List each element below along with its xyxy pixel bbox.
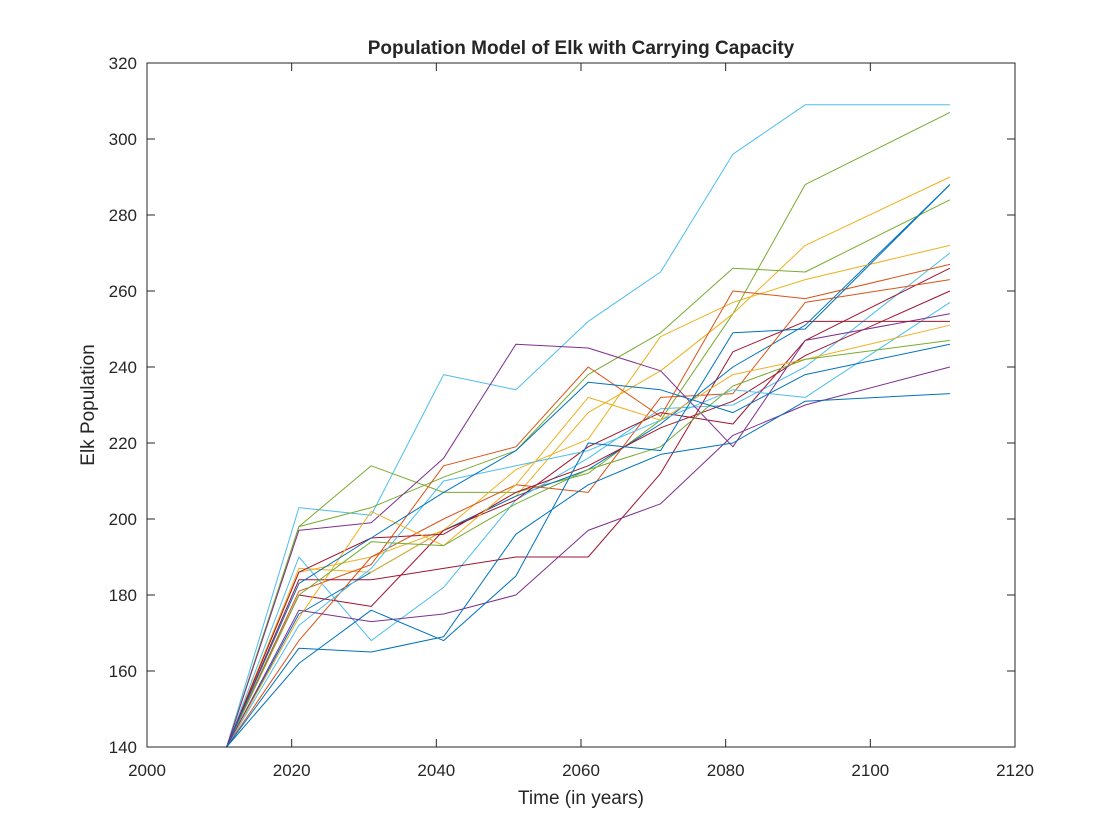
y-axis-label: Elk Population [78, 344, 99, 465]
series-line-6 [226, 244, 951, 748]
x-tick-label: 2020 [273, 761, 311, 780]
series-lines [226, 104, 951, 748]
x-tick-label: 2060 [562, 761, 600, 780]
y-tick-label: 200 [109, 510, 137, 529]
y-tick-label: 320 [109, 54, 137, 73]
x-tick-label: 2040 [417, 761, 455, 780]
x-tick-label: 2120 [996, 761, 1034, 780]
series-line-17 [226, 343, 951, 748]
series-line-3 [226, 176, 951, 748]
series-line-12 [226, 301, 951, 748]
series-line-20 [226, 184, 951, 748]
x-axis-label: Time (in years) [518, 788, 644, 809]
x-tick-label: 2100 [851, 761, 889, 780]
series-line-9 [226, 267, 951, 748]
y-tick-label: 240 [109, 358, 137, 377]
y-tick-label: 300 [109, 130, 137, 149]
x-tick-label: 2000 [128, 761, 166, 780]
tick-labels: 2000 2020 2040 2060 2080 2100 2120 140 160 180 200… [109, 54, 1034, 780]
y-tick-label: 140 [109, 738, 137, 757]
series-line-4 [226, 184, 951, 748]
series-line-2 [226, 111, 951, 748]
series-line-16 [226, 339, 950, 748]
y-tick-label: 280 [109, 206, 137, 225]
series-line-5 [226, 199, 951, 748]
y-tick-label: 160 [109, 662, 137, 681]
y-tick-label: 180 [109, 586, 137, 605]
series-line-18 [226, 366, 951, 748]
series-line-1 [226, 104, 950, 748]
y-tick-label: 260 [109, 282, 137, 301]
series-line-7 [226, 252, 951, 748]
chart-title: Population Model of Elk with Carrying Ca… [368, 38, 795, 59]
axis-ticks [146, 62, 1016, 748]
series-line-11 [226, 290, 951, 748]
series-line-8 [226, 263, 951, 748]
series-line-14 [226, 320, 950, 748]
series-line-15 [226, 324, 951, 748]
x-tick-label: 2080 [707, 761, 745, 780]
axes-box [146, 62, 1016, 748]
y-tick-label: 220 [109, 434, 137, 453]
series-line-10 [226, 279, 950, 748]
